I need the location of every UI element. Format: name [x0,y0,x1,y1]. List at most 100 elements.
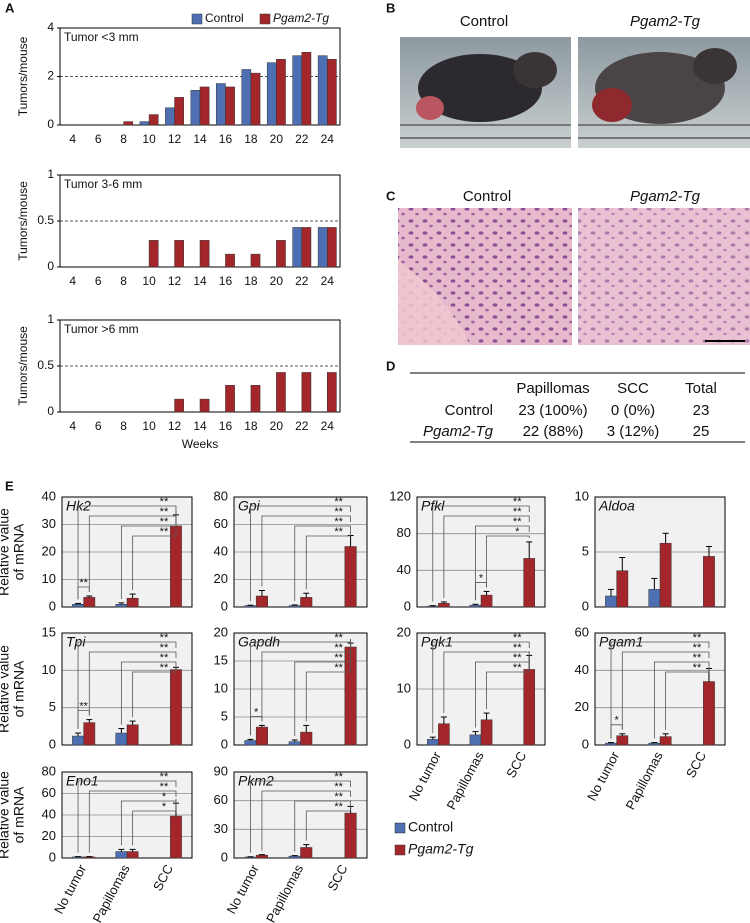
significance-label: ** [334,801,343,813]
table-cell: Pgam2-Tg [423,423,494,440]
bar [250,385,261,413]
bar [174,398,184,413]
photo [578,37,750,148]
y-axis-label: of mRNA [11,523,27,580]
table-cell: 0 (0%) [611,402,655,419]
bar [426,739,439,746]
significance-label: ** [334,526,343,538]
y-tick-label: 60 [42,785,56,800]
x-tick-label: 14 [193,419,207,433]
significance-bracket [261,790,351,851]
bar [288,605,301,608]
y-tick-label: 1 [47,312,54,326]
y-tick-label: 20 [575,699,589,714]
x-tick-label: 16 [219,274,233,288]
y-tick-label: 5 [221,708,228,723]
bar [659,736,672,746]
significance-label: ** [79,577,88,589]
legend-label: Control [205,11,244,25]
significance-bracket [120,661,177,725]
y-tick-label: 0 [582,736,589,751]
table-cell: 25 [693,423,710,440]
bar [344,546,357,608]
chart-title: Tumor >6 mm [64,322,139,336]
y-tick-label: 0 [47,117,54,131]
bar [83,722,96,746]
significance-bracket [610,641,710,739]
bar [255,854,268,859]
bar [480,594,493,608]
y-tick-label: 20 [397,624,411,639]
table-header: Papillomas [516,380,589,397]
panel-label: D [386,358,395,373]
bar [703,681,715,746]
bar [165,107,175,126]
significance-bracket [88,651,177,716]
x-tick-label: 14 [193,132,207,146]
significance-label: ** [334,781,343,793]
y-tick-label: 40 [42,488,56,503]
bar [288,741,301,746]
bar [123,121,134,126]
significance-label: ** [513,652,522,664]
x-tick-label: 20 [270,274,284,288]
significance-label: ** [334,506,343,518]
y-tick-label: 40 [42,806,56,821]
x-tick-label: 16 [219,132,233,146]
bar [115,604,128,608]
bar [72,604,84,608]
y-tick-label: 60 [575,624,589,639]
bar [148,240,159,268]
y-axis-label: Tumors/mouse [16,326,30,406]
bar [605,742,617,746]
y-tick-label: 0 [49,849,56,864]
bar [300,731,313,746]
table-cell: 23 [693,402,710,419]
bar [276,240,286,268]
y-axis-label: Relative value [0,645,12,733]
y-tick-label: 0 [49,598,56,613]
significance-label: ** [334,516,343,528]
x-tick-label: Papillomas [90,862,133,923]
legend-label: Control [408,819,453,835]
chart-title: Tumor 3-6 mm [64,177,142,191]
bar [174,97,184,126]
x-tick-label: 20 [270,419,284,433]
bar [266,62,277,126]
bar [301,227,312,268]
x-tick-label: No tumor [406,748,445,803]
bar [469,734,482,746]
significance-bracket [305,802,351,841]
bar [126,597,139,608]
legend-label: Pgam2-Tg [273,11,329,25]
x-tick-label: 14 [193,274,207,288]
table-cell: 23 (100%) [518,402,587,419]
legend-swatch [394,844,406,856]
x-tick-label: 18 [244,419,258,433]
bar [276,372,286,413]
legend-swatch [394,822,406,834]
y-tick-label: 5 [582,543,589,558]
bar [115,732,128,746]
bar [327,227,337,268]
y-tick-label: 2 [47,69,54,83]
panel-label: E [5,478,14,493]
significance-bracket [77,780,177,853]
y-tick-label: 5 [49,699,56,714]
significance-bracket [132,663,177,718]
bar [170,815,182,859]
significance-bracket [77,586,90,600]
bar [300,597,313,608]
y-tick-label: 0 [582,598,589,613]
significance-bracket [486,651,530,710]
bar [659,542,672,608]
y-tick-label: 20 [214,624,228,639]
bar [244,740,257,746]
significance-label: ** [334,771,343,783]
x-tick-label: 10 [142,419,156,433]
bar [126,851,139,859]
significance-bracket [250,505,351,602]
significance-bracket [88,790,177,853]
significance-label: ** [79,701,88,713]
y-tick-label: 120 [389,488,411,503]
